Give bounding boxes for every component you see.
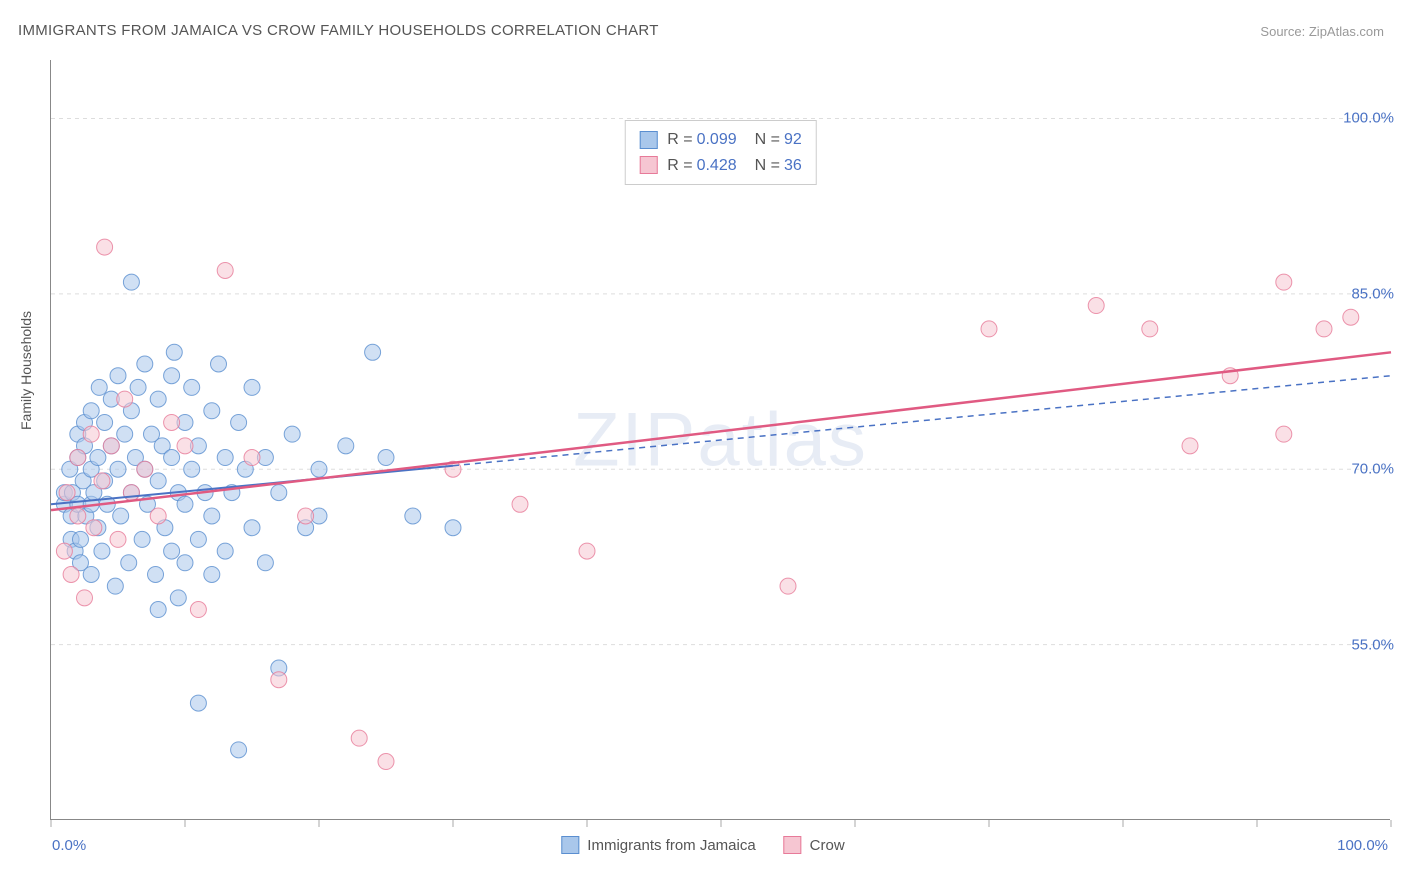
r-value-jamaica: 0.099	[697, 127, 737, 153]
stats-legend: R = 0.099 N = 92 R = 0.428 N = 36	[624, 120, 817, 185]
y-tick-label: 55.0%	[1351, 636, 1394, 653]
legend-swatch-jamaica	[639, 131, 657, 149]
legend-item-jamaica: Immigrants from Jamaica	[561, 836, 755, 854]
correlation-chart: IMMIGRANTS FROM JAMAICA VS CROW FAMILY H…	[0, 0, 1406, 892]
n-label: N =	[755, 153, 780, 179]
y-axis-label: Family Households	[18, 311, 34, 430]
r-label: R =	[667, 127, 692, 153]
x-axis-max-label: 100.0%	[1337, 837, 1388, 854]
r-label: R =	[667, 153, 692, 179]
legend-swatch-crow	[639, 156, 657, 174]
chart-title: IMMIGRANTS FROM JAMAICA VS CROW FAMILY H…	[18, 22, 659, 39]
n-value-crow: 36	[784, 153, 802, 179]
r-value-crow: 0.428	[697, 153, 737, 179]
legend-swatch-icon	[561, 836, 579, 854]
source-label: Source:	[1260, 24, 1305, 39]
n-value-jamaica: 92	[784, 127, 802, 153]
source-link[interactable]: ZipAtlas.com	[1309, 24, 1384, 39]
plot-area: ZIPatlas R = 0.099 N = 92 R = 0.428 N = …	[50, 60, 1390, 820]
bottom-legend: Immigrants from Jamaica Crow	[561, 836, 844, 854]
legend-swatch-icon	[784, 836, 802, 854]
legend-label-jamaica: Immigrants from Jamaica	[587, 837, 755, 854]
legend-label-crow: Crow	[810, 837, 845, 854]
stats-row-jamaica: R = 0.099 N = 92	[639, 127, 802, 153]
n-label: N =	[755, 127, 780, 153]
y-tick-label: 85.0%	[1351, 285, 1394, 302]
stats-row-crow: R = 0.428 N = 36	[639, 153, 802, 179]
legend-item-crow: Crow	[784, 836, 845, 854]
source-credit: Source: ZipAtlas.com	[1260, 24, 1384, 39]
x-axis-min-label: 0.0%	[52, 837, 86, 854]
y-tick-label: 70.0%	[1351, 461, 1394, 478]
y-tick-label: 100.0%	[1343, 110, 1394, 127]
